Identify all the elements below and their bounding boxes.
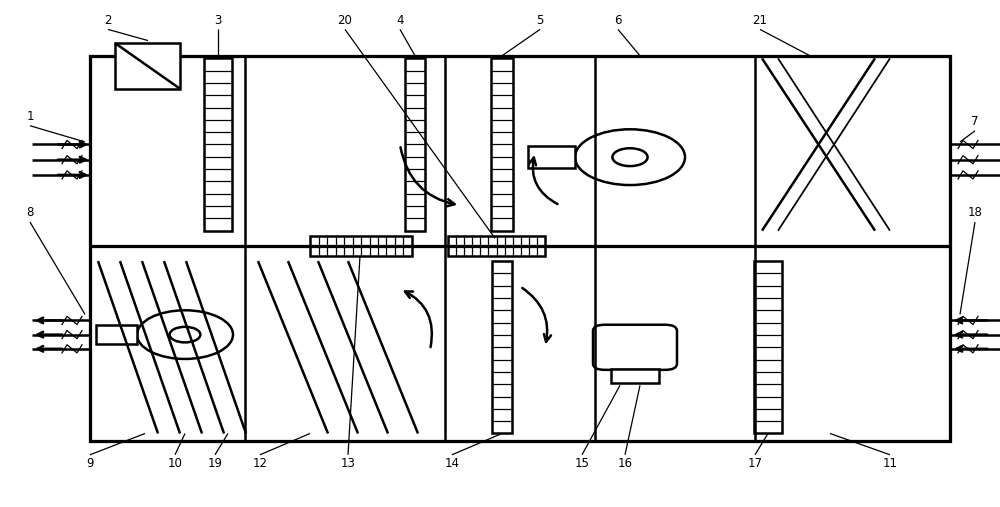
Text: 2: 2: [104, 14, 112, 27]
Text: 14: 14: [444, 457, 460, 470]
Text: 7: 7: [971, 115, 979, 128]
Text: 13: 13: [341, 457, 355, 470]
Bar: [90, 56, 950, 441]
Text: 17: 17: [748, 457, 763, 470]
Text: 20: 20: [338, 14, 352, 27]
Text: 16: 16: [618, 457, 633, 470]
Bar: [115, 43, 180, 89]
Text: 9: 9: [86, 457, 94, 470]
Text: 1: 1: [26, 110, 34, 123]
Bar: [204, 58, 232, 231]
Text: 3: 3: [214, 14, 222, 27]
Text: 5: 5: [536, 14, 544, 27]
Bar: [405, 58, 425, 231]
Bar: [611, 369, 659, 383]
Bar: [96, 325, 137, 344]
Text: 18: 18: [968, 206, 982, 220]
Text: 4: 4: [396, 14, 404, 27]
Text: 11: 11: [883, 457, 898, 470]
Bar: [310, 236, 412, 256]
Text: 8: 8: [26, 206, 34, 220]
Bar: [754, 261, 782, 433]
Text: 10: 10: [168, 457, 182, 470]
Text: 21: 21: [753, 14, 768, 27]
Text: 15: 15: [575, 457, 589, 470]
FancyBboxPatch shape: [593, 325, 677, 370]
Text: 19: 19: [208, 457, 222, 470]
Bar: [491, 58, 513, 231]
Text: 6: 6: [614, 14, 622, 27]
Bar: [448, 236, 545, 256]
Text: 12: 12: [252, 457, 268, 470]
Bar: [492, 261, 512, 433]
Bar: [528, 146, 575, 168]
